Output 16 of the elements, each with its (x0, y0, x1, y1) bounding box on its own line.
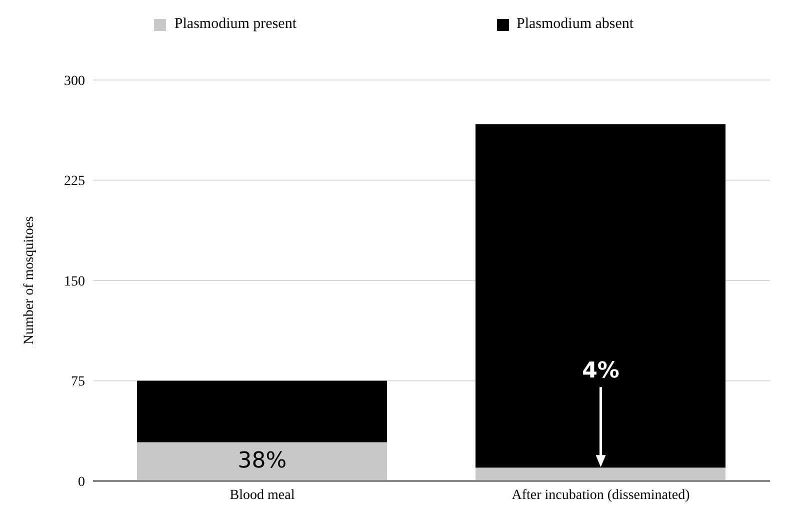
bar (137, 380, 388, 442)
bar (476, 124, 726, 468)
legend-label: Plasmodium present (174, 16, 296, 33)
legend-label: Plasmodium absent (516, 16, 634, 33)
bar (476, 468, 726, 481)
y-tick-label: 150 (64, 274, 85, 290)
annotation: 38% (238, 448, 287, 474)
y-tick-label: 0 (78, 474, 85, 490)
y-axis-title: Number of mosquitoes (22, 216, 37, 345)
bar (137, 442, 388, 481)
y-tick-label: 225 (64, 174, 85, 190)
annotation: 4% (582, 358, 620, 384)
x-tick-label: Blood meal (230, 488, 295, 503)
x-tick-label: After incubation (disseminated) (512, 488, 690, 503)
y-tick-label: 300 (64, 74, 85, 89)
y-tick-label: 75 (71, 374, 85, 390)
